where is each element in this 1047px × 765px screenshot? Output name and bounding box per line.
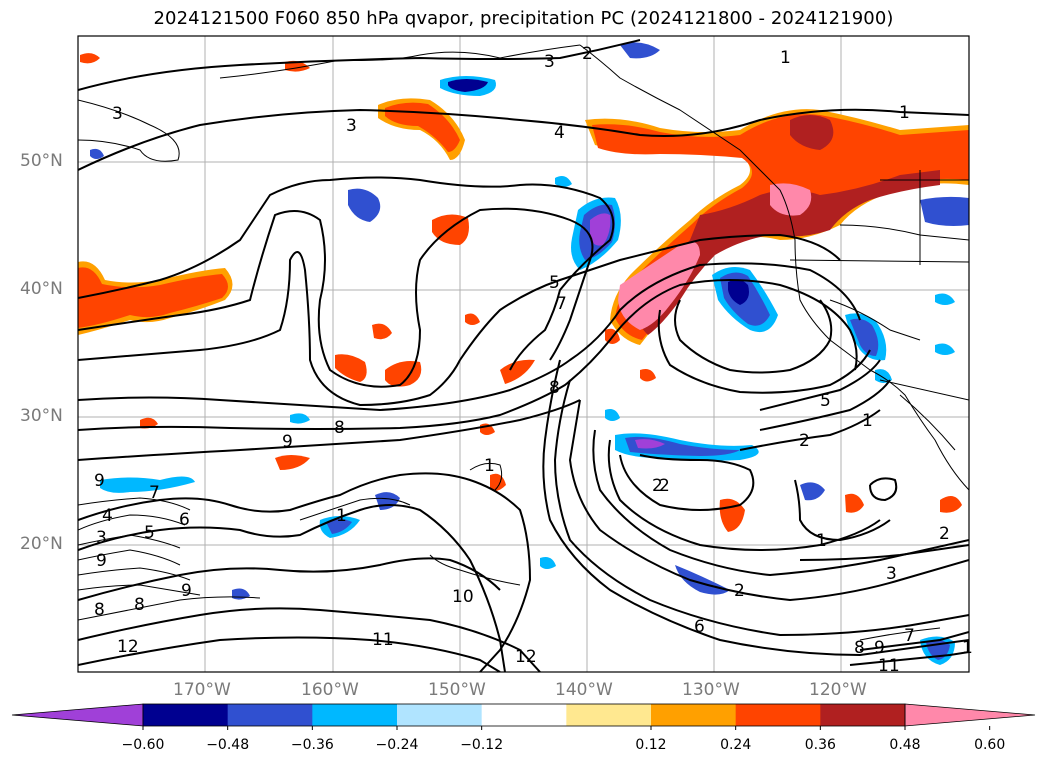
colorbar-tick-label: −0.24 xyxy=(375,737,419,753)
colorbar-tick-label: −0.60 xyxy=(121,737,165,753)
colorbar-segment xyxy=(820,704,906,726)
contour-label: 8 xyxy=(334,418,345,438)
colorbar-segment xyxy=(481,704,567,726)
coastlines xyxy=(78,44,969,491)
longitude-label: 150°W xyxy=(428,680,486,700)
contour-label: 3 xyxy=(886,564,897,584)
contour-label: 9 xyxy=(96,551,107,571)
colorbar-segment xyxy=(143,704,229,726)
contour-label: 9 xyxy=(282,432,293,452)
map-title: 2024121500 F060 850 hPa qvapor, precipit… xyxy=(153,8,894,29)
colorbar-tick-label: 0.24 xyxy=(720,737,752,753)
contour-label: 1 xyxy=(484,456,495,476)
contour-label: 9 xyxy=(94,471,105,491)
colorbar xyxy=(11,703,1036,730)
colorbar-tick-label: −0.12 xyxy=(460,737,504,753)
latitude-label: 40°N xyxy=(20,279,63,299)
colorbar-extend-max xyxy=(904,703,1036,727)
contour-label: 3 xyxy=(544,52,555,72)
contour-label: 7 xyxy=(556,294,567,314)
contour-label: 8 xyxy=(134,595,145,615)
contour-label: 12 xyxy=(117,637,139,657)
contour-label: 3 xyxy=(346,116,357,136)
colorbar-tick-label: −0.48 xyxy=(206,737,250,753)
contour-label: 11 xyxy=(372,630,394,650)
colorbar-tick-label: 0.48 xyxy=(889,737,921,753)
contour-label: 2 xyxy=(734,581,745,601)
contour-label: 6 xyxy=(694,617,705,637)
colorbar-tick-label: 0.60 xyxy=(974,737,1006,753)
colorbar-extend-min xyxy=(11,703,144,727)
contour-label: 2 xyxy=(659,476,670,496)
longitude-label: 120°W xyxy=(809,680,867,700)
contour-label: 5 xyxy=(144,523,155,543)
contour-label: 12 xyxy=(515,647,537,667)
thin-contours xyxy=(78,462,941,641)
contour-label: 7 xyxy=(149,483,160,503)
contour-label: 10 xyxy=(452,587,474,607)
contour-label: 1 xyxy=(816,531,827,551)
colorbar-tick-label: 0.36 xyxy=(804,737,836,753)
colorbar-segment xyxy=(566,704,652,726)
contour-label: 1 xyxy=(862,411,873,431)
latitude-label: 20°N xyxy=(20,534,63,554)
map-frame xyxy=(77,35,970,673)
contour-label: 2 xyxy=(939,524,950,544)
contour-label: 7 xyxy=(904,626,915,646)
colorbar-segment xyxy=(397,704,483,726)
contour-label: 2 xyxy=(799,431,810,451)
latitude-label: 30°N xyxy=(20,406,63,426)
latitude-label: 50°N xyxy=(20,151,63,171)
colorbar-outline xyxy=(142,703,906,727)
contour-label: 1 xyxy=(899,103,910,123)
contour-label: 2 xyxy=(582,44,593,64)
contour-label: 1 xyxy=(962,638,973,658)
contour-label: 6 xyxy=(179,510,190,530)
contour-label: 8 xyxy=(854,638,865,658)
colorbar-segment xyxy=(735,704,821,726)
contour-label: 9 xyxy=(874,638,885,658)
colorbar-segment xyxy=(312,704,398,726)
longitude-label: 140°W xyxy=(555,680,613,700)
qvapor-contours xyxy=(78,39,969,672)
colorbar-segment xyxy=(651,704,737,726)
contour-label: 5 xyxy=(549,273,560,293)
colorbar-segment xyxy=(227,704,313,726)
contour-label: 2 xyxy=(652,476,663,496)
precip-negative-shading xyxy=(90,42,969,665)
contour-label: 8 xyxy=(94,600,105,620)
colorbar-tick-label: −0.36 xyxy=(290,737,334,753)
contour-label: 1 xyxy=(336,506,347,526)
contour-label: 9 xyxy=(181,581,192,601)
contour-label: 1 xyxy=(780,48,791,68)
longitude-label: 160°W xyxy=(301,680,359,700)
contour-label: 11 xyxy=(878,656,900,676)
longitude-label: 130°W xyxy=(682,680,740,700)
contour-label: 4 xyxy=(102,506,113,526)
contour-label: 3 xyxy=(112,104,123,124)
contour-label: 4 xyxy=(554,123,565,143)
contour-label: 3 xyxy=(96,528,107,548)
longitude-label: 170°W xyxy=(173,680,231,700)
contour-label: 5 xyxy=(820,391,831,411)
contour-label: 8 xyxy=(549,378,560,398)
colorbar-tick-label: 0.12 xyxy=(635,737,667,753)
